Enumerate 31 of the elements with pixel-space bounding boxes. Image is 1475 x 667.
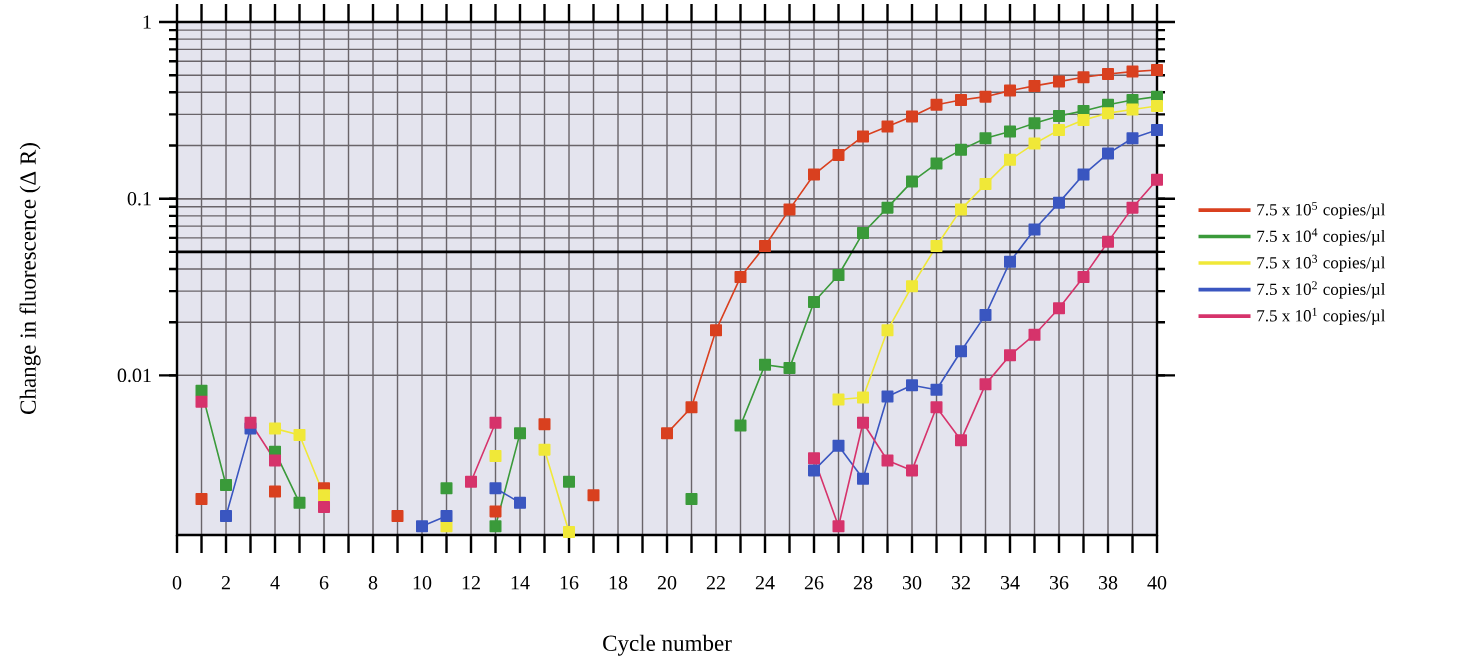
x-tick-label: 4	[270, 576, 280, 590]
x-tick-label: 16	[560, 576, 579, 590]
x-tick-label: 20	[657, 576, 677, 590]
legend-label: 7.5 x 10$^{1}$ copies/µl	[1257, 307, 1386, 325]
x-tick-label: 6	[319, 576, 329, 590]
legend-label: 7.5 x 10$^{3}$ copies/µl	[1257, 254, 1386, 272]
x-tick-label: 12	[462, 576, 480, 590]
x-tick-label: 40	[1147, 576, 1167, 590]
x-tick-label: 2	[221, 576, 230, 590]
legend-label: 7.5 x 10$^{2}$ copies/µl	[1257, 281, 1386, 299]
x-tick-label: 18	[609, 576, 628, 590]
y-tick-label: 1	[143, 15, 151, 29]
y-tick-label: 0.01	[117, 368, 151, 383]
x-tick-label: 24	[755, 576, 775, 590]
x-tick-label: 0	[172, 576, 182, 590]
legend-label: 7.5 x 10$^{4}$ copies/µl	[1257, 228, 1386, 246]
x-tick-label: 10	[413, 576, 432, 590]
x-tick-label: 14	[511, 576, 530, 590]
x-tick-label: 34	[1000, 576, 1020, 590]
x-tick-label: 36	[1049, 576, 1069, 590]
x-tick-label: 28	[853, 576, 873, 590]
x-tick-label: 30	[902, 576, 922, 590]
x-tick-label: 38	[1098, 576, 1118, 590]
y-axis-title: Change in fluorescence (Δ R)	[19, 143, 41, 414]
x-tick-label: 8	[368, 576, 378, 590]
x-tick-label: 22	[706, 576, 725, 590]
x-tick-label: 26	[804, 576, 824, 590]
x-tick-label: 32	[951, 576, 970, 590]
y-tick-label: 0.1	[127, 191, 151, 206]
x-axis-title: Cycle number	[603, 634, 732, 656]
legend-label: 7.5 x 10$^{5}$ copies/µl	[1257, 201, 1386, 219]
